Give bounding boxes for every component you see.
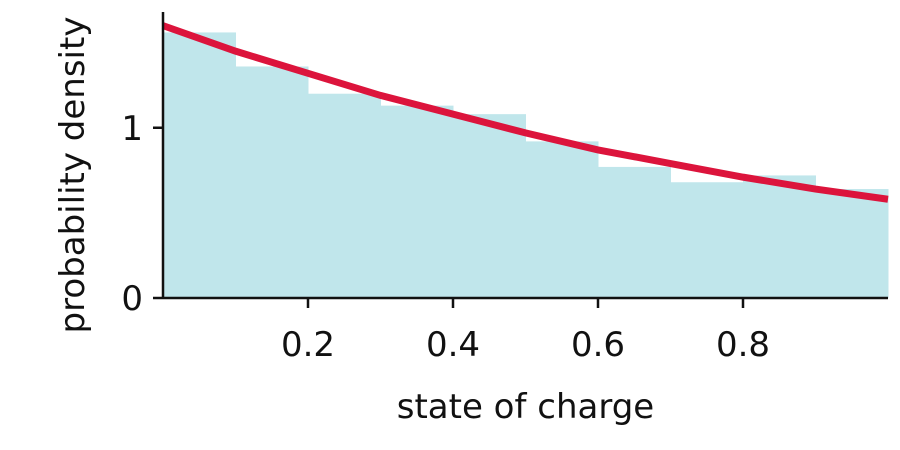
histogram-bar [308,93,381,298]
x-tick-label: 0.8 [716,325,770,365]
histogram-bar [598,166,671,298]
histogram-bar [163,32,236,299]
fit-curve-line [161,22,889,203]
y-axis-ticks: 01 [121,109,163,319]
x-axis-title: state of charge [397,387,654,427]
x-tick-label: 0.2 [281,325,335,365]
histogram-bar [380,105,454,298]
x-tick-label: 0.4 [426,325,480,365]
histogram-bar [743,175,816,298]
y-axis-title: probability density [53,17,93,334]
y-tick-label: 1 [121,109,143,149]
x-tick-label: 0.6 [571,325,625,365]
histogram-bar [670,182,744,298]
y-tick-label: 0 [121,279,143,319]
histogram-bar [453,114,526,299]
x-axis-ticks: 0.2 0.4 0.6 0.8 [281,298,770,365]
histogram-bars [163,32,889,299]
histogram-bar [815,189,889,298]
histogram-bar [235,66,309,298]
histogram-bar [525,141,599,298]
